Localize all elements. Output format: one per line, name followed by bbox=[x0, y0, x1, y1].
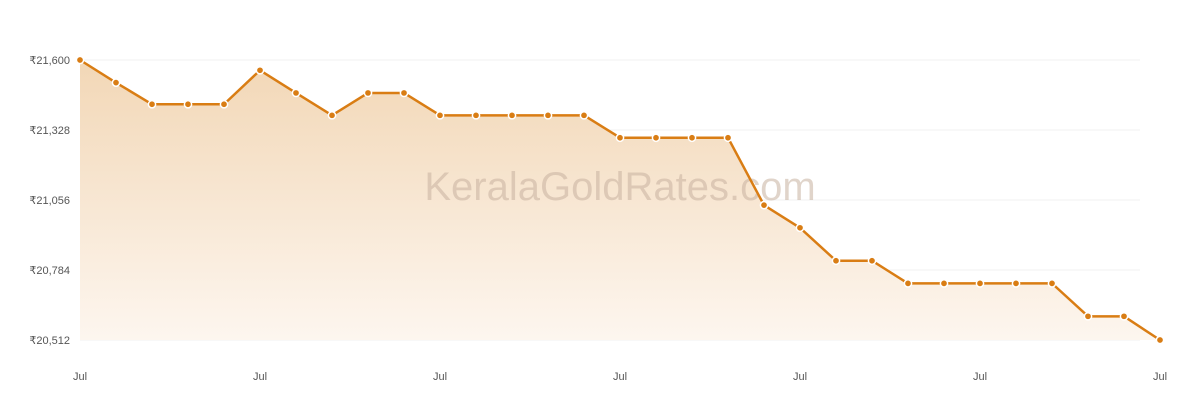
data-point bbox=[831, 256, 841, 266]
x-tick-label: Jul bbox=[73, 371, 87, 383]
x-tick-label: Jul bbox=[793, 371, 807, 383]
data-point bbox=[435, 110, 445, 120]
data-point bbox=[471, 110, 481, 120]
data-point bbox=[75, 55, 85, 65]
data-point bbox=[795, 223, 805, 233]
y-tick-label: ₹21,600 bbox=[29, 55, 70, 67]
y-axis-ticks: ₹21,600 ₹21,328 ₹21,056 ₹20,784 ₹20,512 bbox=[29, 55, 70, 347]
x-tick-label: Jul bbox=[433, 371, 447, 383]
data-point bbox=[723, 133, 733, 143]
data-point bbox=[363, 88, 373, 98]
data-point bbox=[651, 133, 661, 143]
data-point bbox=[867, 256, 877, 266]
data-point bbox=[183, 99, 193, 109]
data-point bbox=[1047, 279, 1057, 288]
data-point bbox=[687, 133, 697, 143]
data-point bbox=[975, 279, 985, 288]
data-point bbox=[759, 200, 769, 210]
x-tick-label: Jul bbox=[1153, 371, 1167, 383]
x-tick-label: Jul bbox=[613, 371, 627, 383]
data-point bbox=[399, 88, 409, 98]
x-tick-label: Jul bbox=[973, 371, 987, 383]
x-axis-ticks: Jul Jul Jul Jul Jul Jul Jul bbox=[73, 371, 1167, 383]
data-point bbox=[327, 110, 337, 120]
data-point bbox=[543, 110, 553, 120]
data-point bbox=[1083, 311, 1093, 321]
y-tick-label: ₹20,512 bbox=[29, 335, 70, 347]
area-fill bbox=[80, 60, 1160, 340]
data-point bbox=[507, 110, 517, 120]
data-point bbox=[147, 99, 157, 109]
y-tick-label: ₹21,328 bbox=[29, 125, 70, 137]
data-point bbox=[1011, 279, 1021, 288]
data-point bbox=[615, 133, 625, 143]
data-point bbox=[219, 99, 229, 109]
y-tick-label: ₹20,784 bbox=[29, 265, 70, 277]
watermark-text: KeralaGoldRates.com bbox=[424, 165, 815, 209]
data-points bbox=[75, 55, 1165, 345]
data-point bbox=[255, 65, 265, 75]
data-point bbox=[579, 110, 589, 120]
data-point bbox=[939, 279, 949, 288]
x-tick-label: Jul bbox=[253, 371, 267, 383]
data-point bbox=[291, 88, 301, 98]
data-point bbox=[111, 78, 121, 87]
data-point bbox=[903, 279, 913, 288]
data-point bbox=[1119, 311, 1129, 321]
y-tick-label: ₹21,056 bbox=[29, 195, 70, 207]
data-point bbox=[1155, 335, 1165, 345]
area-path bbox=[80, 60, 1160, 340]
